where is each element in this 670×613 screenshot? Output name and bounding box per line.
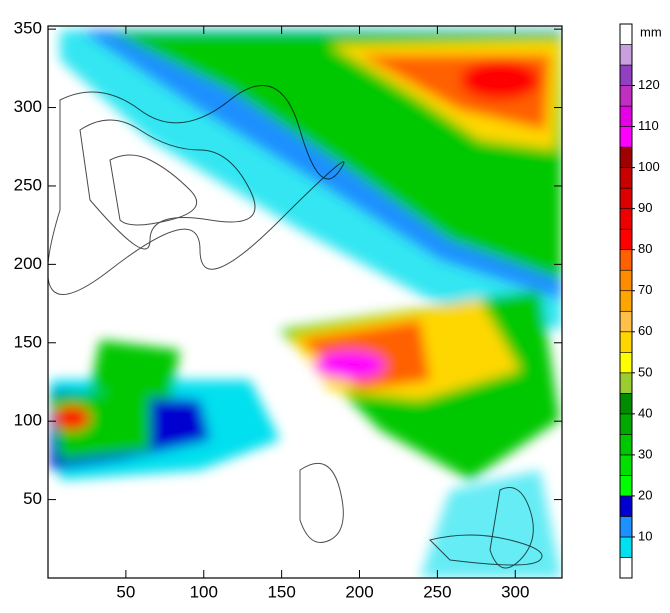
colorbar-label: 30 <box>638 446 652 461</box>
colorbar-swatch <box>619 310 633 333</box>
y-tick-label: 150 <box>14 332 42 351</box>
colorbar-label: 20 <box>638 487 652 502</box>
colorbar-label: 120 <box>638 77 660 92</box>
colorbar-label: 100 <box>638 159 660 174</box>
plot-frame <box>47 25 563 579</box>
colorbar-swatch <box>619 290 633 312</box>
colorbar-swatch <box>619 495 633 517</box>
colorbar-swatch <box>619 351 633 374</box>
y-tick-label: 300 <box>14 97 42 116</box>
colorbar-swatch <box>619 64 633 86</box>
colorbar-swatch <box>619 187 633 209</box>
y-tick-label: 350 <box>14 19 42 38</box>
precip-field <box>48 26 562 578</box>
colorbar-swatch <box>619 557 633 579</box>
colorbar-swatch <box>619 475 633 497</box>
colorbar-swatch <box>619 146 633 168</box>
colorbar-swatch <box>619 249 633 271</box>
x-tick-label: 200 <box>345 582 373 601</box>
colorbar-label: 90 <box>638 200 652 215</box>
colorbar-swatch <box>619 536 633 558</box>
colorbar-label: 70 <box>638 282 652 297</box>
x-tick-label: 250 <box>423 582 451 601</box>
x-tick-label: 150 <box>267 582 295 601</box>
y-tick-label: 50 <box>23 489 42 508</box>
colorbar-swatch <box>619 331 633 353</box>
colorbar-unit: mm <box>640 24 662 39</box>
colorbar-swatch <box>619 208 633 230</box>
colorbar-label: 60 <box>638 323 652 338</box>
y-tick-label: 200 <box>14 254 42 273</box>
y-tick-label: 100 <box>14 411 42 430</box>
colorbar-swatch <box>619 269 633 292</box>
colorbar-swatch <box>619 413 633 435</box>
colorbar-label: 50 <box>638 364 652 379</box>
colorbar-swatch <box>619 393 633 415</box>
x-tick-label: 100 <box>190 582 218 601</box>
colorbar-swatch <box>619 23 633 45</box>
x-tick-label: 50 <box>116 582 135 601</box>
colorbar-swatch <box>619 85 633 107</box>
y-tick-label: 250 <box>14 175 42 194</box>
x-tick-label: 300 <box>501 582 529 601</box>
colorbar-swatch <box>619 126 633 148</box>
colorbar-swatch <box>619 516 633 538</box>
colorbar-swatch <box>619 372 633 394</box>
colorbar-frame <box>619 23 633 579</box>
colorbar-swatch <box>619 105 633 127</box>
colorbar-swatch <box>619 434 633 456</box>
colorbar-swatch <box>619 454 633 476</box>
colorbar-label: 80 <box>638 241 652 256</box>
colorbar-swatch <box>619 44 633 66</box>
colorbar-swatch <box>619 167 633 189</box>
colorbar-label: 110 <box>638 118 659 133</box>
colorbar-label: 10 <box>638 528 652 543</box>
colorbar-label: 40 <box>638 405 652 420</box>
colorbar-swatch <box>619 228 633 251</box>
